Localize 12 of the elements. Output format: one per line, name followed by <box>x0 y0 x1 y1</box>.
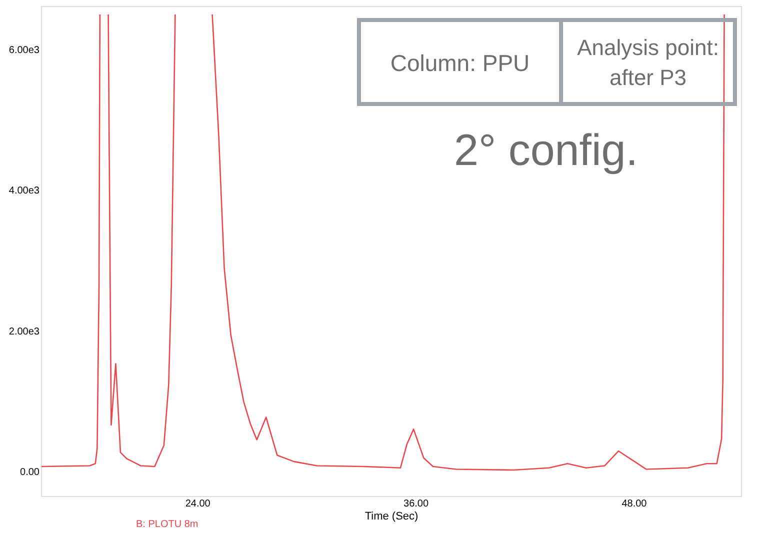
annotation: Analysis point: after P3 <box>577 35 719 90</box>
x-tick-label: 48.00 <box>622 498 648 510</box>
annotation: Column: PPU <box>390 50 530 76</box>
y-tick-label: 0.00 <box>20 466 40 478</box>
y-tick-label: 6.00e3 <box>8 45 40 56</box>
x-tick-label: 24.00 <box>185 498 211 510</box>
text: B: PLOTU 8m <box>136 519 198 530</box>
x-tick-label: 36.00 <box>404 498 429 510</box>
y-tick-label: 4.00e3 <box>8 186 40 197</box>
annotation: 2° config. <box>454 126 638 175</box>
y-tick-label: 2.00e3 <box>8 326 40 338</box>
x-axis-title: Time (Sec) <box>364 510 418 522</box>
